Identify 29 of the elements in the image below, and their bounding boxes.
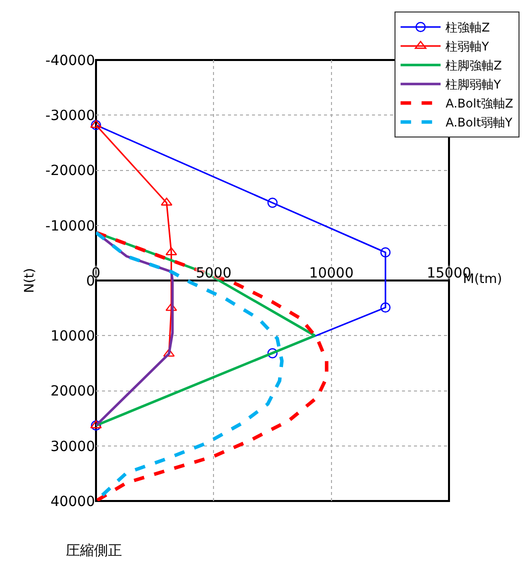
- point: [267, 198, 278, 208]
- legend-label: 柱脚弱軸Y: [446, 78, 502, 92]
- point: [90, 420, 102, 431]
- legend-label: 柱強軸Z: [446, 20, 490, 35]
- legend-label: 柱脚強軸Z: [446, 58, 502, 73]
- point: [166, 247, 178, 256]
- point: [90, 120, 102, 130]
- y-tick-label: 20000: [50, 384, 95, 400]
- y-tick-label: 40000: [50, 494, 95, 510]
- point: [90, 120, 102, 128]
- y-tick-label: 10000: [50, 328, 95, 345]
- point: [267, 348, 278, 358]
- point: [163, 348, 175, 357]
- y-axis-title: N(t): [22, 268, 38, 293]
- legend-label: A.Bolt弱軸Y: [446, 116, 514, 130]
- text: 圧縮側正: [66, 543, 122, 559]
- y-tick-label: 30000: [50, 438, 95, 455]
- point: [90, 420, 102, 428]
- y-tick-label: -20000: [45, 163, 95, 180]
- y-tick-label: -40000: [45, 52, 95, 69]
- y-tick-label: -30000: [45, 108, 95, 124]
- point: [166, 302, 178, 311]
- point: [380, 247, 391, 258]
- y-tick-label: -10000: [45, 218, 95, 234]
- point: [160, 198, 172, 206]
- legend-label: A.Bolt強軸Z: [446, 96, 514, 111]
- legend-label: 柱弱軸Y: [446, 40, 490, 54]
- point: [380, 302, 391, 313]
- x-tick-label: 10000: [309, 266, 354, 282]
